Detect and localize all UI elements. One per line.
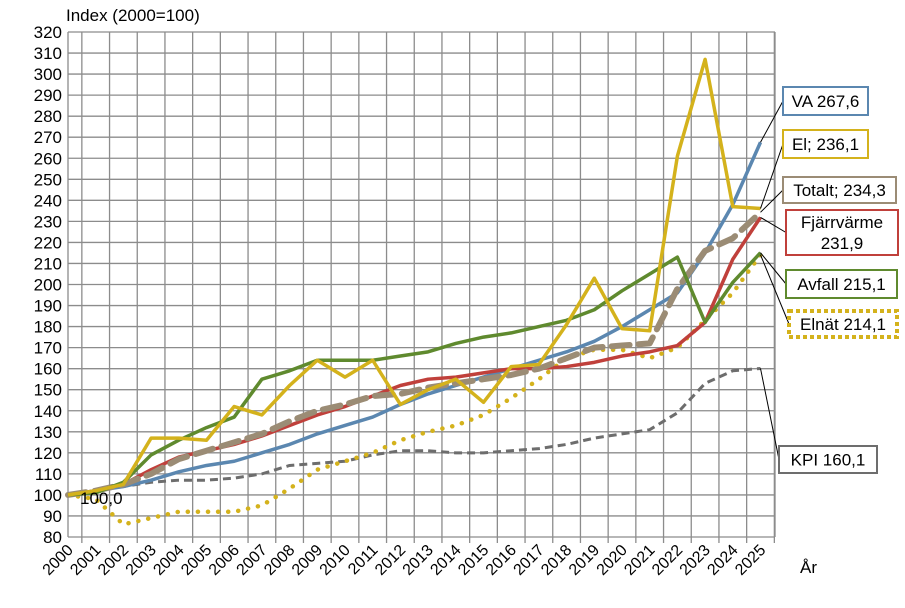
x-tick-label: 2008	[261, 542, 298, 579]
end-label-elnät: Elnät 214,1	[760, 254, 899, 339]
x-tick-label: 2005	[178, 542, 215, 579]
series-line-elnät	[65, 252, 763, 527]
label-box	[782, 129, 869, 159]
label-box	[785, 269, 898, 299]
x-tick-label: 2024	[704, 542, 741, 579]
x-tick-label: 2007	[234, 542, 271, 579]
leader-line	[760, 216, 787, 233]
leader-line	[760, 254, 790, 325]
x-tick-label: 2012	[372, 542, 409, 579]
x-tick-label: 2020	[594, 542, 631, 579]
end-label-text: VA 267,6	[792, 92, 860, 111]
x-tick-label: 2017	[511, 542, 548, 579]
y-tick-label: 280	[34, 107, 62, 126]
end-label-kpi: KPI 160,1	[760, 368, 878, 474]
end-label-totalt: Totalt; 234,3	[760, 176, 897, 213]
label-box	[785, 209, 899, 256]
y-tick-label: 170	[34, 339, 62, 358]
y-tick-label: 110	[35, 465, 62, 484]
end-label-text: Elnät 214,1	[800, 315, 886, 334]
x-tick-label: 2010	[317, 542, 354, 579]
y-tick-label: 270	[34, 128, 62, 147]
x-tick-label: 2004	[150, 542, 187, 579]
y-tick-label: 210	[34, 254, 62, 273]
label-box	[778, 445, 878, 474]
leader-line	[760, 252, 787, 285]
end-label-text: Totalt; 234,3	[793, 181, 886, 200]
end-label-text: El; 236,1	[792, 135, 859, 154]
label-box	[782, 176, 897, 204]
end-label-text: 231,9	[821, 234, 864, 253]
x-tick-label: 2021	[621, 542, 658, 579]
y-tick-label: 140	[34, 402, 62, 421]
x-tick-label: 2022	[649, 542, 686, 579]
chart-title: Index (2000=100)	[66, 6, 200, 25]
start-data-label: 100,0	[80, 489, 123, 508]
end-label-el: El; 236,1	[760, 129, 869, 209]
x-tick-label: 2003	[123, 542, 160, 579]
y-tick-label: 290	[34, 86, 62, 105]
y-tick-label: 230	[34, 212, 62, 231]
leader-line	[760, 368, 780, 460]
x-tick-label: 2023	[677, 542, 714, 579]
x-tick-label: 2014	[427, 542, 464, 579]
label-box	[782, 86, 869, 116]
y-tick-label: 100	[34, 486, 62, 505]
end-label-text: KPI 160,1	[791, 451, 866, 470]
y-tick-label: 90	[43, 507, 62, 526]
y-tick-label: 190	[34, 297, 62, 316]
leader-line	[760, 189, 784, 213]
end-label-avfall: Avfall 215,1	[760, 252, 898, 299]
series-line-totalt	[65, 209, 764, 498]
y-tick-label: 80	[43, 528, 62, 547]
end-labels: VA 267,6 El; 236,1 Totalt; 234,3 Fjärrvärme…	[760, 86, 899, 474]
x-tick-label: 2001	[67, 542, 104, 579]
y-tick-label: 310	[34, 44, 62, 63]
y-tick-label: 320	[34, 23, 62, 42]
y-tick-label: 240	[34, 191, 62, 210]
series-lines	[65, 57, 764, 527]
x-tick-label: 2019	[566, 542, 603, 579]
y-axis: 80 90 100 110 120 130 140 150 160 170 180 190 200 210…	[34, 23, 62, 547]
end-label-text: Avfall 215,1	[797, 275, 886, 294]
y-tick-label: 260	[34, 149, 62, 168]
x-tick-label: 2015	[455, 542, 492, 579]
label-box	[787, 309, 899, 339]
end-label-va: VA 267,6	[760, 86, 869, 143]
grid	[67, 31, 776, 543]
x-tick-label: 2009	[289, 542, 326, 579]
series-line-el	[67, 57, 761, 497]
end-label-fjärrvärme: Fjärrvärme 231,9	[760, 209, 899, 256]
y-tick-label: 300	[34, 65, 62, 84]
x-axis-label: År	[800, 558, 817, 577]
leader-line	[760, 143, 784, 209]
x-tick-label: 2000	[40, 542, 77, 579]
leader-line	[760, 100, 784, 143]
y-tick-label: 180	[34, 318, 62, 337]
x-axis: 2000200120022003200420052006200720082009…	[40, 542, 770, 579]
y-tick-label: 200	[34, 276, 62, 295]
y-tick-label: 220	[34, 233, 62, 252]
y-tick-label: 130	[34, 423, 62, 442]
end-label-text: Fjärrvärme	[801, 213, 883, 232]
x-tick-label: 2025	[732, 542, 769, 579]
x-tick-label: 2006	[206, 542, 243, 579]
x-tick-label: 2002	[95, 542, 132, 579]
y-tick-label: 250	[34, 170, 62, 189]
x-tick-label: 2018	[538, 542, 575, 579]
x-tick-label: 2013	[400, 542, 437, 579]
x-tick-label: 2011	[345, 542, 381, 578]
y-tick-label: 150	[34, 381, 62, 400]
y-tick-label: 160	[34, 360, 62, 379]
x-tick-label: 2016	[483, 542, 520, 579]
y-tick-label: 120	[34, 444, 62, 463]
series-line-va	[67, 141, 763, 497]
